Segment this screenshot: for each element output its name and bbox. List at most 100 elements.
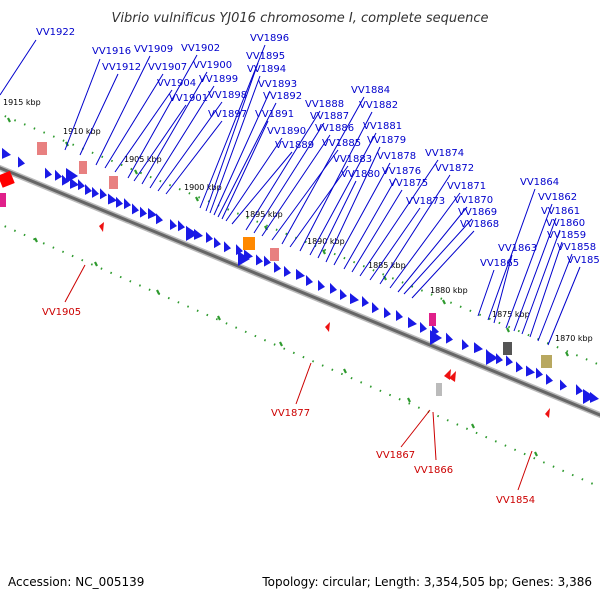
cds-forward [384, 307, 391, 319]
gene-label: VV1876 [382, 166, 421, 177]
leader-line [114, 89, 173, 173]
gene-label: VV1859 [547, 230, 586, 241]
leader-line [64, 58, 101, 151]
gene-label: VV1884 [351, 85, 390, 96]
leader-line [493, 254, 513, 324]
leader-line [104, 73, 164, 169]
gene-label: VV1883 [333, 154, 372, 165]
gene-label: VV1885 [322, 138, 361, 149]
leader-line [547, 266, 581, 346]
gene-label: VV1864 [520, 177, 559, 188]
gene-label: VV1879 [367, 135, 406, 146]
cds-forward [318, 279, 325, 291]
gene-label: VV1877 [271, 408, 310, 419]
cds-forward [430, 330, 442, 345]
leader-line [79, 73, 119, 156]
leader-line [521, 229, 561, 335]
chromosome-backbone [0, 164, 600, 419]
feature-box [270, 248, 279, 261]
cds-forward [236, 244, 243, 256]
gene-label: VV1897 [208, 109, 247, 120]
gene-label: VV1865 [480, 258, 519, 269]
gene-label: VV1861 [541, 206, 580, 217]
gene-label: VV1907 [148, 62, 187, 73]
cds-reverse [325, 322, 330, 332]
cds-reverse [99, 222, 104, 232]
cds-forward [536, 367, 543, 379]
leader-line [309, 132, 377, 256]
cds-forward [583, 389, 595, 404]
feature-box [0, 170, 15, 188]
feature-box [429, 313, 436, 326]
gene-label: VV1895 [246, 51, 285, 62]
cds-forward [124, 198, 131, 210]
forward-strand-cds [2, 147, 599, 404]
gene-label: VV1886 [315, 123, 354, 134]
leader-line [217, 102, 277, 218]
reverse-gene-leader-lines [64, 264, 533, 491]
leader-line [221, 120, 269, 220]
cds-forward [214, 237, 221, 249]
cds-reverse [545, 408, 550, 418]
leader-line [379, 174, 451, 285]
cds-forward [396, 310, 403, 322]
cds-forward [206, 231, 213, 243]
leader-line [369, 207, 421, 281]
cds-forward [256, 254, 263, 266]
gene-label: VV1896 [250, 33, 289, 44]
cds-forward [66, 168, 78, 183]
gene-label: VV1889 [275, 140, 314, 151]
gene-label: VV1882 [359, 100, 398, 111]
gene-label: VV1881 [363, 121, 402, 132]
cds-forward [486, 350, 498, 365]
cds-forward [372, 302, 379, 314]
gene-label: VV1891 [255, 109, 294, 120]
cds-forward [496, 353, 503, 365]
gene-label: VV1916 [92, 46, 131, 57]
cds-forward [45, 167, 52, 179]
leader-line [209, 75, 261, 214]
leader-line [343, 177, 397, 270]
leader-line [359, 159, 439, 277]
leader-line [403, 218, 473, 295]
gene-label: VV1901 [169, 93, 208, 104]
leader-line [157, 101, 223, 192]
cds-forward [340, 288, 347, 300]
leader-line [397, 206, 468, 293]
cds-forward [108, 193, 117, 205]
feature-box [79, 161, 87, 174]
cds-forward [2, 147, 11, 159]
leader-line [317, 180, 357, 259]
gene-label: VV1912 [102, 62, 141, 73]
gene-label: VV1888 [305, 99, 344, 110]
cds-forward [18, 156, 25, 168]
leader-line [389, 192, 461, 289]
cds-forward [590, 391, 599, 403]
tick-label: 1905 kbp [124, 155, 162, 164]
cds-forward [408, 316, 417, 328]
gene-label: VV1900 [193, 60, 232, 71]
cds-forward [296, 268, 305, 280]
cds-forward [474, 342, 483, 354]
cds-forward [62, 174, 69, 186]
gene-label: VV1873 [406, 196, 445, 207]
leader-line [299, 111, 373, 252]
leader-line [231, 151, 293, 225]
feature-box [541, 355, 552, 368]
leader-line [245, 110, 321, 231]
gene-label: VV1854 [496, 495, 535, 506]
tick-label: 1895 kbp [245, 210, 283, 219]
gene-label: VV1874 [425, 148, 464, 159]
leader-line [477, 269, 495, 317]
cds-forward [560, 379, 567, 391]
leader-line [127, 54, 198, 179]
feature-boxes [0, 142, 552, 396]
cds-forward [526, 365, 535, 377]
cds-forward [420, 321, 427, 333]
cds-forward [55, 169, 62, 181]
cds-reverse [449, 371, 456, 382]
forward-gene-labels: VV1922 VV1916 VV1912 VV1909 VV1907 VV190… [36, 27, 600, 269]
gene-label: VV1902 [181, 43, 220, 54]
